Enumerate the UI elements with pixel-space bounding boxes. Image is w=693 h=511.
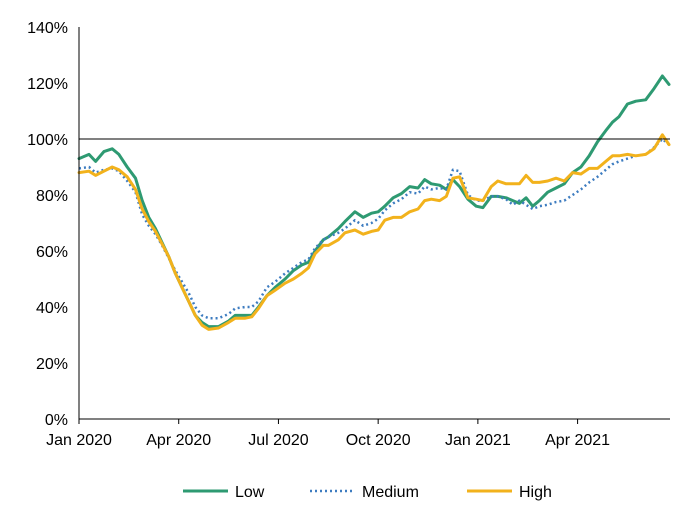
legend-label-medium: Medium xyxy=(362,484,419,501)
series-line-high xyxy=(77,133,671,331)
y-axis-tick-labels: 0% 20% 40% 60% 80% 100% 120% 140% xyxy=(27,20,68,429)
legend: Low Medium High xyxy=(183,484,552,501)
y-tick-label: 140% xyxy=(27,20,68,37)
legend-label-high: High xyxy=(519,484,552,501)
series-lines xyxy=(77,74,671,331)
legend-label-low: Low xyxy=(235,484,265,501)
y-tick-label: 80% xyxy=(36,188,68,205)
y-tick-label: 0% xyxy=(45,412,68,429)
x-tick-label: Oct 2020 xyxy=(346,432,411,449)
y-tick-label: 100% xyxy=(27,132,68,149)
x-tick-label: Jan 2020 xyxy=(46,432,112,449)
x-tick-label: Jan 2021 xyxy=(445,432,511,449)
series-line-low xyxy=(77,74,671,329)
x-tick-label: Apr 2020 xyxy=(146,432,211,449)
y-tick-label: 120% xyxy=(27,76,68,93)
x-tick-label: Jul 2020 xyxy=(248,432,309,449)
y-tick-label: 40% xyxy=(36,300,68,317)
x-axis-tick-labels: Jan 2020 Apr 2020 Jul 2020 Oct 2020 Jan 2021… xyxy=(46,419,610,449)
x-tick-label: Apr 2021 xyxy=(545,432,610,449)
y-tick-label: 20% xyxy=(36,356,68,373)
y-tick-label: 60% xyxy=(36,244,68,261)
